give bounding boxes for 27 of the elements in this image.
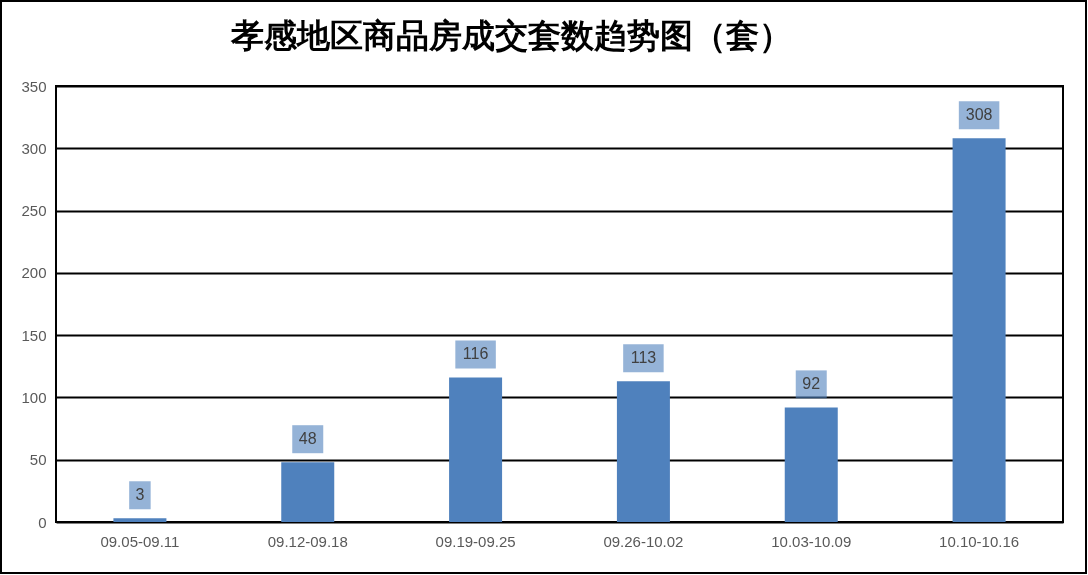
bar	[113, 518, 167, 522]
bar	[449, 377, 503, 522]
data-label: 308	[965, 106, 993, 124]
x-tick-label: 09.05-09.11	[100, 532, 180, 550]
data-label: 116	[462, 345, 489, 363]
y-tick-label: 50	[29, 451, 47, 469]
bar	[281, 462, 335, 522]
x-tick-label: 09.26-10.02	[603, 532, 684, 550]
y-tick-label: 200	[21, 264, 47, 282]
data-label: 92	[802, 375, 821, 393]
y-tick-label: 150	[21, 326, 47, 344]
x-tick-label: 09.12-09.18	[267, 532, 348, 550]
bar	[952, 138, 1006, 522]
bar	[616, 381, 670, 522]
chart-title: 孝感地区商品房成交套数趋势图（套）	[230, 18, 792, 54]
y-tick-label: 300	[21, 139, 47, 157]
x-tick-label: 09.19-09.25	[435, 532, 516, 550]
y-tick-label: 250	[21, 202, 47, 220]
bar	[784, 407, 838, 522]
y-tick-label: 350	[21, 77, 47, 95]
x-tick-label: 10.10-10.16	[939, 532, 1020, 550]
y-tick-label: 100	[21, 388, 47, 406]
data-label: 113	[630, 349, 657, 367]
data-label: 3	[135, 486, 145, 504]
data-label: 48	[298, 430, 317, 448]
x-tick-label: 10.03-10.09	[771, 532, 852, 550]
y-tick-label: 0	[38, 513, 47, 531]
